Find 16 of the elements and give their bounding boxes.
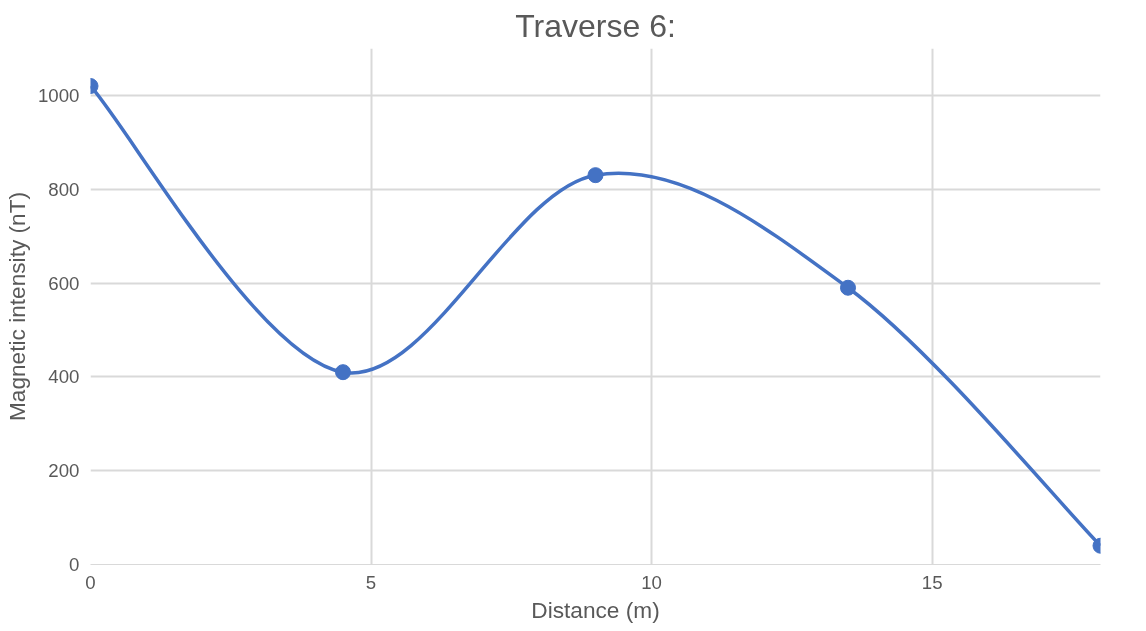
x-axis-title: Distance (m)	[531, 596, 660, 623]
y-tick-label: 200	[48, 460, 80, 482]
point	[840, 279, 856, 296]
y-tick-label: 0	[69, 554, 80, 575]
x-tick-label: 15	[921, 571, 943, 593]
point	[587, 167, 604, 184]
y-tick-label: 1000	[38, 84, 80, 106]
x-tick-label: 5	[365, 571, 377, 593]
chart-title: Traverse 6:	[515, 7, 676, 44]
y-tick-label: 400	[48, 366, 80, 388]
y-tick-label: 600	[48, 272, 80, 294]
y-axis-title: Magnetic intensity (nT)	[4, 191, 30, 422]
x-tick-label: 0	[85, 571, 96, 593]
x-tick-label: 10	[641, 571, 662, 593]
y-tick-label: 800	[48, 178, 80, 200]
point	[335, 364, 351, 381]
